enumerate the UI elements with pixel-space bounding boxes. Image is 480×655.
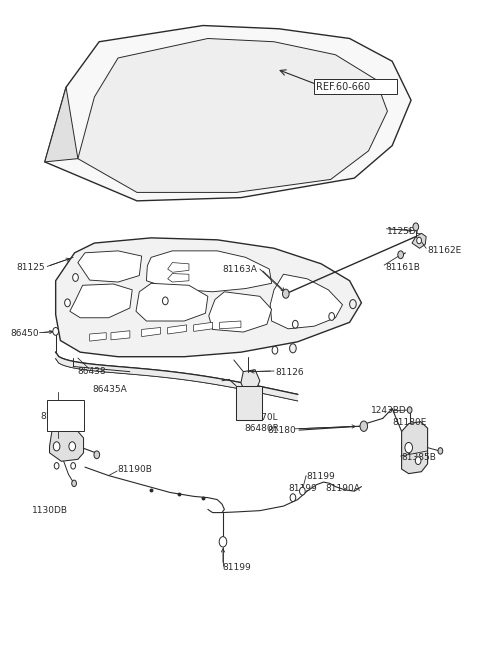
Circle shape xyxy=(417,237,421,244)
Circle shape xyxy=(290,494,296,502)
Polygon shape xyxy=(168,325,187,334)
Text: 86450: 86450 xyxy=(10,329,39,339)
Polygon shape xyxy=(78,251,142,282)
Polygon shape xyxy=(270,274,343,329)
Polygon shape xyxy=(90,333,106,341)
Text: 81180E: 81180E xyxy=(392,418,427,427)
Polygon shape xyxy=(136,284,208,321)
Text: 1125DL: 1125DL xyxy=(387,227,422,236)
Circle shape xyxy=(71,462,75,469)
Circle shape xyxy=(413,223,419,231)
Text: 81162E: 81162E xyxy=(428,246,462,255)
Polygon shape xyxy=(412,233,426,248)
Circle shape xyxy=(407,407,412,413)
Polygon shape xyxy=(168,263,189,272)
Polygon shape xyxy=(220,321,241,329)
Circle shape xyxy=(54,462,59,469)
Bar xyxy=(314,79,397,94)
Polygon shape xyxy=(402,422,428,474)
Circle shape xyxy=(65,299,70,307)
Text: REF.60-660: REF.60-660 xyxy=(315,82,370,92)
Polygon shape xyxy=(142,328,161,337)
Polygon shape xyxy=(241,369,260,394)
Circle shape xyxy=(219,536,227,547)
Text: 81385B: 81385B xyxy=(402,453,436,462)
Circle shape xyxy=(329,312,335,320)
Polygon shape xyxy=(70,284,132,318)
Circle shape xyxy=(94,451,100,458)
Polygon shape xyxy=(56,238,361,357)
Text: 81130: 81130 xyxy=(40,412,69,421)
Polygon shape xyxy=(209,291,272,332)
Circle shape xyxy=(162,297,168,305)
Circle shape xyxy=(289,344,296,353)
Circle shape xyxy=(53,442,60,451)
Polygon shape xyxy=(193,322,213,331)
Circle shape xyxy=(438,447,443,454)
Text: 81180: 81180 xyxy=(267,426,296,435)
Text: 1243BD: 1243BD xyxy=(372,406,407,415)
Circle shape xyxy=(398,251,404,259)
Polygon shape xyxy=(45,26,411,201)
Text: 86435A: 86435A xyxy=(92,385,127,394)
Text: 86438: 86438 xyxy=(78,367,107,376)
Circle shape xyxy=(300,487,305,495)
Circle shape xyxy=(72,480,76,487)
Circle shape xyxy=(405,442,412,453)
Text: 1130DB: 1130DB xyxy=(32,506,68,515)
Polygon shape xyxy=(49,432,84,461)
Bar xyxy=(236,386,262,420)
Circle shape xyxy=(72,274,78,282)
Text: 86470L: 86470L xyxy=(245,413,278,422)
Text: 81199: 81199 xyxy=(222,563,251,572)
Circle shape xyxy=(360,421,368,432)
Polygon shape xyxy=(111,331,130,340)
Polygon shape xyxy=(78,39,387,193)
Circle shape xyxy=(415,457,421,464)
Polygon shape xyxy=(56,352,298,401)
Circle shape xyxy=(283,290,289,298)
Circle shape xyxy=(53,328,59,335)
Polygon shape xyxy=(146,251,272,291)
Circle shape xyxy=(272,346,278,354)
Circle shape xyxy=(69,442,75,451)
Text: 81199: 81199 xyxy=(288,484,317,493)
Text: 81126: 81126 xyxy=(275,369,303,377)
Text: 81190A: 81190A xyxy=(325,484,360,493)
Polygon shape xyxy=(168,274,189,282)
Text: 81190B: 81190B xyxy=(117,464,152,474)
Text: 86480R: 86480R xyxy=(245,424,279,434)
Text: 81163A: 81163A xyxy=(223,265,257,274)
Bar xyxy=(47,400,84,432)
Polygon shape xyxy=(45,87,78,162)
Circle shape xyxy=(292,320,298,328)
Circle shape xyxy=(349,299,356,309)
Text: 81161B: 81161B xyxy=(385,263,420,272)
Text: REF.60-660: REF.60-660 xyxy=(333,83,387,92)
Text: 81125: 81125 xyxy=(16,263,45,272)
Text: 81199: 81199 xyxy=(306,472,335,481)
